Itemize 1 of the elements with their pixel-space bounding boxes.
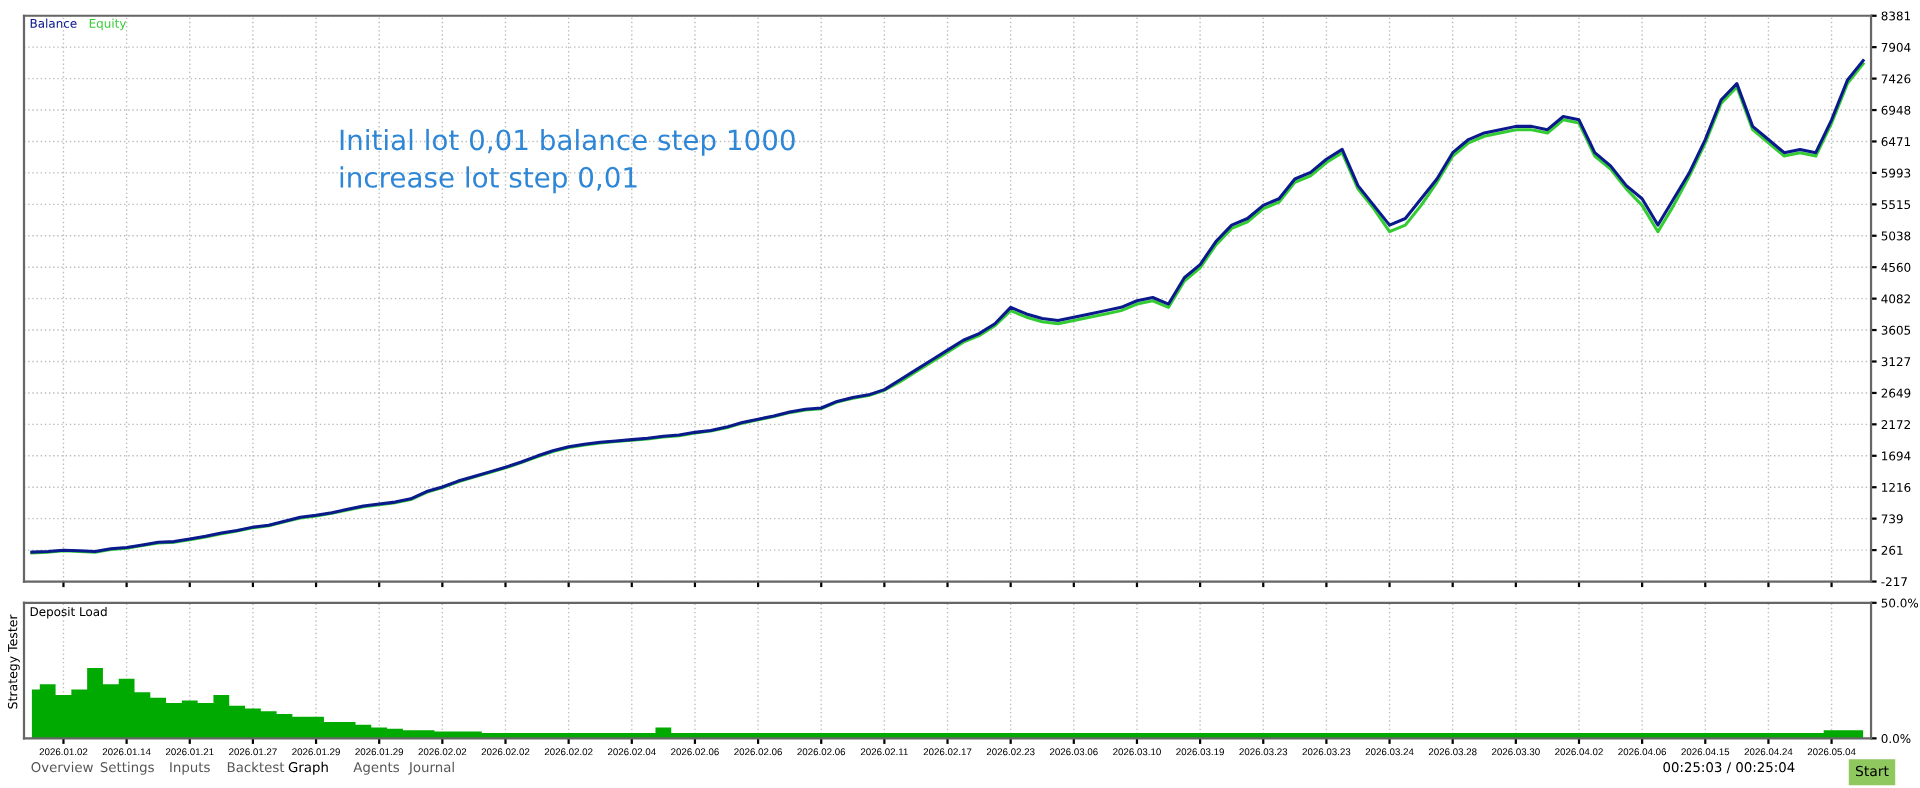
annotation: Initial lot 0,01 balance step 1000 increase lot step 0,01 xyxy=(340,128,795,194)
